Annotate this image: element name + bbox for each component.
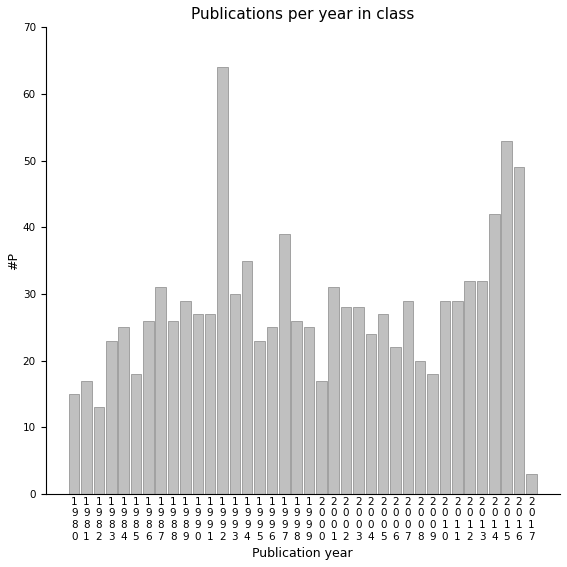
Bar [526, 474, 537, 494]
Title: Publications per year in class: Publications per year in class [191, 7, 414, 22]
Bar [106, 341, 117, 494]
Bar [230, 294, 240, 494]
Bar [266, 327, 277, 494]
Bar [291, 320, 302, 494]
Bar [514, 167, 524, 494]
Bar [439, 301, 450, 494]
Bar [279, 234, 290, 494]
Bar [255, 341, 265, 494]
Bar [94, 407, 104, 494]
Bar [304, 327, 314, 494]
Bar [155, 287, 166, 494]
Bar [353, 307, 363, 494]
Bar [489, 214, 500, 494]
Bar [316, 380, 327, 494]
Bar [143, 320, 154, 494]
Bar [366, 334, 376, 494]
Bar [428, 374, 438, 494]
Bar [180, 301, 191, 494]
Bar [452, 301, 463, 494]
X-axis label: Publication year: Publication year [252, 547, 353, 560]
Bar [341, 307, 352, 494]
Bar [501, 141, 512, 494]
Bar [378, 314, 388, 494]
Bar [403, 301, 413, 494]
Y-axis label: #P: #P [7, 252, 20, 269]
Bar [193, 314, 203, 494]
Bar [217, 67, 228, 494]
Bar [69, 394, 79, 494]
Bar [131, 374, 141, 494]
Bar [81, 380, 92, 494]
Bar [415, 361, 425, 494]
Bar [390, 347, 401, 494]
Bar [242, 261, 252, 494]
Bar [168, 320, 178, 494]
Bar [205, 314, 215, 494]
Bar [328, 287, 339, 494]
Bar [119, 327, 129, 494]
Bar [477, 281, 487, 494]
Bar [464, 281, 475, 494]
